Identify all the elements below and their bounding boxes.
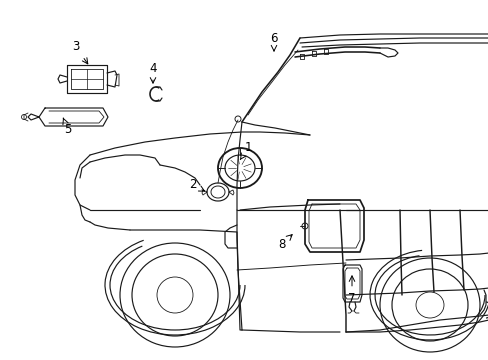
Text: 8: 8 (278, 235, 291, 251)
Text: 3: 3 (72, 40, 88, 64)
Text: 6: 6 (270, 31, 277, 51)
Text: 5: 5 (63, 118, 72, 136)
Text: 4: 4 (149, 62, 157, 83)
Text: 2: 2 (189, 179, 204, 192)
Text: 1: 1 (240, 141, 251, 159)
Text: 7: 7 (347, 276, 355, 305)
